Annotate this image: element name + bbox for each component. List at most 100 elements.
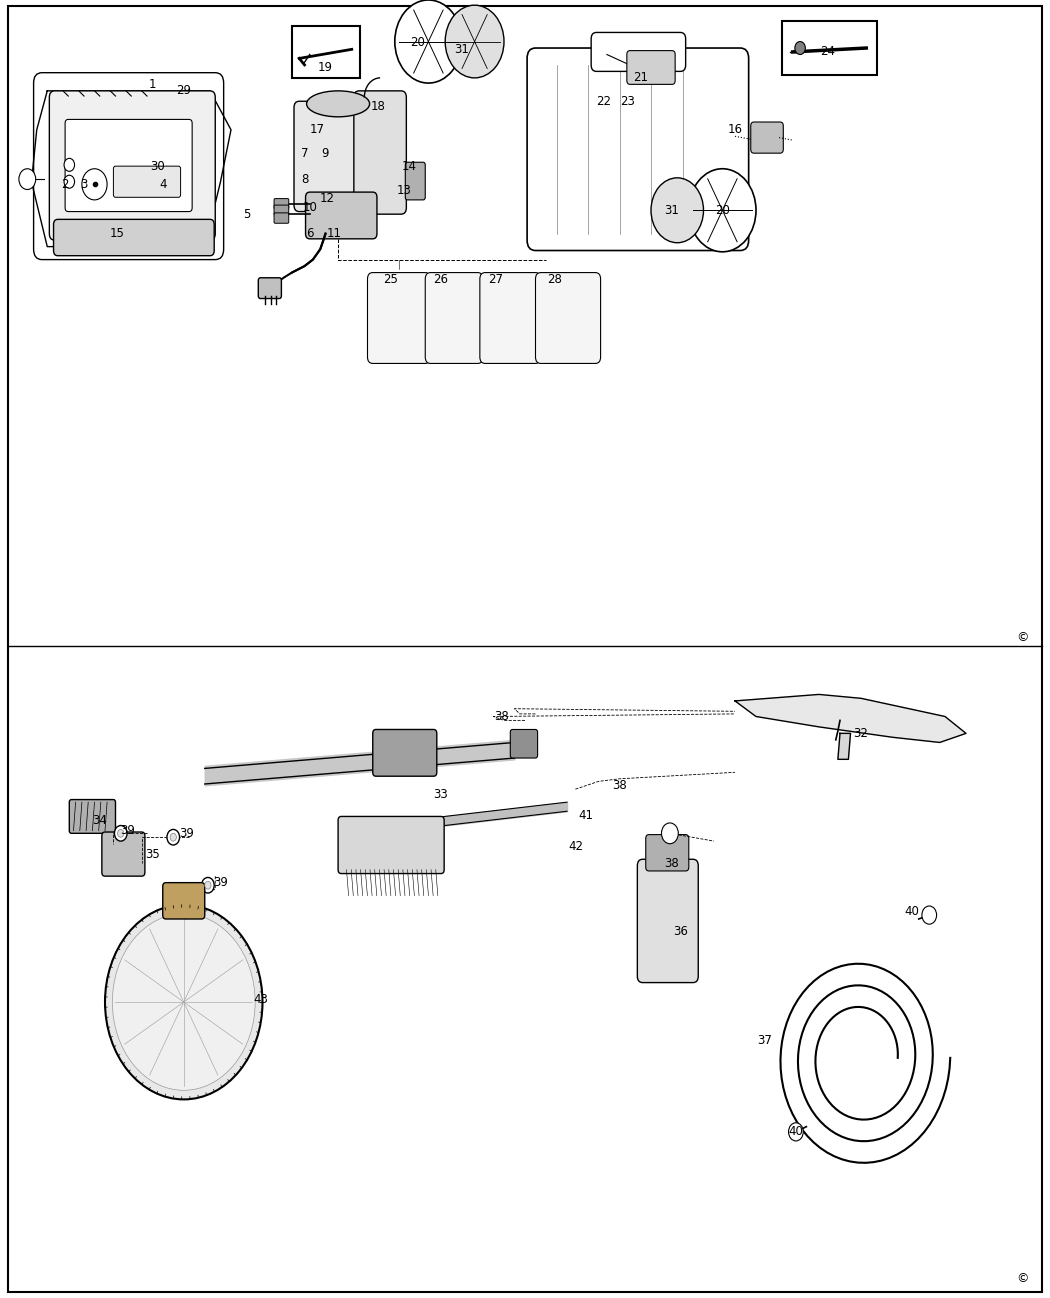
Circle shape xyxy=(445,5,504,78)
Circle shape xyxy=(170,833,176,841)
Text: 2: 2 xyxy=(61,178,69,191)
FancyBboxPatch shape xyxy=(373,729,437,776)
Text: 26: 26 xyxy=(434,273,448,286)
Circle shape xyxy=(795,42,805,55)
Text: 16: 16 xyxy=(728,123,742,136)
Circle shape xyxy=(19,169,36,190)
Polygon shape xyxy=(735,694,966,742)
FancyBboxPatch shape xyxy=(34,73,224,260)
Text: 38: 38 xyxy=(612,779,627,792)
FancyBboxPatch shape xyxy=(65,119,192,212)
Circle shape xyxy=(202,877,214,893)
Text: 21: 21 xyxy=(633,71,648,84)
Text: 28: 28 xyxy=(547,273,562,286)
Text: 15: 15 xyxy=(110,227,125,240)
Text: ©: © xyxy=(1016,1272,1029,1285)
Text: 40: 40 xyxy=(789,1125,803,1138)
Text: 33: 33 xyxy=(434,788,448,801)
Text: 32: 32 xyxy=(854,727,868,740)
FancyBboxPatch shape xyxy=(54,219,214,256)
Text: 43: 43 xyxy=(253,993,268,1006)
FancyBboxPatch shape xyxy=(113,166,181,197)
Text: 35: 35 xyxy=(145,848,160,861)
Circle shape xyxy=(105,905,262,1099)
FancyBboxPatch shape xyxy=(368,273,430,363)
Text: 13: 13 xyxy=(397,184,412,197)
Text: 38: 38 xyxy=(495,710,509,723)
Text: 39: 39 xyxy=(121,824,135,837)
Text: ©: © xyxy=(1016,631,1029,644)
Text: 22: 22 xyxy=(596,95,611,108)
FancyBboxPatch shape xyxy=(646,835,689,871)
Text: 39: 39 xyxy=(213,876,228,889)
Circle shape xyxy=(689,169,756,252)
FancyBboxPatch shape xyxy=(306,192,377,239)
Text: 36: 36 xyxy=(673,925,688,938)
FancyBboxPatch shape xyxy=(294,101,383,212)
Ellipse shape xyxy=(307,91,370,117)
Text: 17: 17 xyxy=(310,123,324,136)
Circle shape xyxy=(205,881,211,889)
Text: 30: 30 xyxy=(150,160,165,173)
Circle shape xyxy=(651,178,704,243)
Text: 39: 39 xyxy=(180,827,194,840)
Circle shape xyxy=(167,829,180,845)
Text: 10: 10 xyxy=(302,201,317,214)
Circle shape xyxy=(82,169,107,200)
Circle shape xyxy=(395,0,462,83)
Polygon shape xyxy=(838,733,851,759)
FancyBboxPatch shape xyxy=(338,816,444,874)
Text: 29: 29 xyxy=(176,84,191,97)
FancyBboxPatch shape xyxy=(163,883,205,919)
Text: 34: 34 xyxy=(92,814,107,827)
Circle shape xyxy=(64,175,75,188)
Text: 24: 24 xyxy=(820,45,835,58)
Circle shape xyxy=(789,1123,803,1141)
FancyBboxPatch shape xyxy=(536,273,601,363)
Text: 40: 40 xyxy=(904,905,919,918)
Text: 19: 19 xyxy=(318,61,333,74)
Text: 23: 23 xyxy=(621,95,635,108)
Text: 9: 9 xyxy=(321,147,330,160)
Text: 42: 42 xyxy=(568,840,583,853)
FancyBboxPatch shape xyxy=(258,278,281,299)
Text: 8: 8 xyxy=(300,173,309,186)
Circle shape xyxy=(114,826,127,841)
FancyBboxPatch shape xyxy=(591,32,686,71)
FancyBboxPatch shape xyxy=(637,859,698,983)
Text: 25: 25 xyxy=(383,273,398,286)
Bar xyxy=(782,21,877,75)
Circle shape xyxy=(922,906,937,924)
FancyBboxPatch shape xyxy=(102,832,145,876)
Text: 20: 20 xyxy=(411,36,425,49)
FancyBboxPatch shape xyxy=(274,205,289,215)
FancyBboxPatch shape xyxy=(510,729,538,758)
Bar xyxy=(292,26,360,78)
Circle shape xyxy=(118,829,124,837)
FancyBboxPatch shape xyxy=(527,48,749,251)
FancyBboxPatch shape xyxy=(405,162,425,200)
Text: 20: 20 xyxy=(715,204,730,217)
Text: 14: 14 xyxy=(402,160,417,173)
Text: 1: 1 xyxy=(148,78,156,91)
FancyBboxPatch shape xyxy=(274,199,289,209)
FancyBboxPatch shape xyxy=(751,122,783,153)
Text: 4: 4 xyxy=(159,178,167,191)
Text: 31: 31 xyxy=(455,43,469,56)
Circle shape xyxy=(662,823,678,844)
Text: 11: 11 xyxy=(327,227,341,240)
FancyBboxPatch shape xyxy=(480,273,541,363)
Text: 31: 31 xyxy=(665,204,679,217)
Circle shape xyxy=(112,914,255,1090)
Text: 5: 5 xyxy=(243,208,251,221)
Text: 7: 7 xyxy=(300,147,309,160)
Text: 18: 18 xyxy=(371,100,385,113)
FancyBboxPatch shape xyxy=(627,51,675,84)
FancyBboxPatch shape xyxy=(354,91,406,214)
FancyBboxPatch shape xyxy=(274,213,289,223)
Text: 6: 6 xyxy=(306,227,314,240)
FancyBboxPatch shape xyxy=(69,800,116,833)
Text: 37: 37 xyxy=(757,1035,772,1047)
Text: 3: 3 xyxy=(80,178,88,191)
Text: 38: 38 xyxy=(665,857,679,870)
